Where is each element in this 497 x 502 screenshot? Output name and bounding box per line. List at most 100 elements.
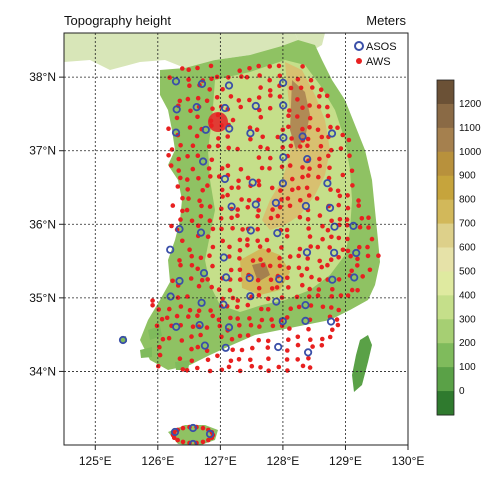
aws-station-marker <box>214 95 220 100</box>
colorbar-swatch <box>437 103 454 129</box>
aws-station-marker <box>185 96 191 102</box>
asos-station-marker <box>224 81 234 90</box>
aws-station-marker <box>286 285 291 290</box>
aws-station-marker <box>190 143 196 148</box>
asos-station-marker <box>328 275 337 284</box>
aws-station-marker <box>267 64 273 69</box>
aws-station-marker <box>204 325 210 330</box>
aws-station-marker <box>177 356 183 362</box>
aws-station-marker <box>295 334 301 340</box>
aws-station-marker <box>156 307 161 312</box>
aws-station-marker <box>185 177 190 182</box>
aws-station-marker <box>300 64 305 69</box>
aws-station-marker <box>206 166 212 171</box>
aws-station-marker <box>267 166 272 171</box>
asos-station-marker <box>248 178 257 187</box>
aws-station-marker <box>195 344 201 350</box>
aws-station-marker <box>335 322 341 328</box>
aws-station-marker <box>369 236 375 242</box>
aws-station-marker <box>260 262 266 268</box>
aws-station-marker <box>305 217 311 222</box>
aws-station-marker <box>317 94 322 99</box>
asos-station-marker <box>301 300 310 310</box>
aws-station-marker <box>325 104 330 110</box>
aws-station-marker <box>320 223 325 229</box>
colorbar-label: 0 <box>459 386 465 397</box>
aws-station-marker <box>159 316 165 322</box>
units-label: Meters <box>366 13 406 28</box>
aws-station-marker <box>359 216 365 221</box>
aws-station-marker <box>345 248 351 254</box>
colorbar-swatch <box>437 271 454 296</box>
aws-station-marker <box>307 286 313 292</box>
aws-station-marker <box>308 244 314 249</box>
aws-station-marker <box>219 187 225 193</box>
aws-station-marker <box>329 147 334 153</box>
aws-station-marker <box>257 324 262 329</box>
aws-station-marker <box>237 277 243 282</box>
aws-station-marker <box>307 125 312 130</box>
aws-station-marker <box>300 174 305 180</box>
aws-station-marker <box>300 363 306 369</box>
aws-station-marker <box>285 348 290 353</box>
aws-station-marker <box>296 304 302 310</box>
aws-station-marker <box>316 287 322 292</box>
asos-station-marker <box>329 248 339 257</box>
aws-station-marker <box>150 298 155 303</box>
aws-station-marker <box>230 347 235 353</box>
aws-station-marker <box>255 213 260 219</box>
aws-station-marker <box>289 136 294 141</box>
asos-station-marker <box>195 320 204 330</box>
aws-station-marker <box>180 66 185 71</box>
aws-station-marker <box>317 163 323 169</box>
aws-station-marker <box>269 317 274 322</box>
aws-station-marker <box>166 153 171 158</box>
aws-station-marker <box>357 244 362 250</box>
aws-station-marker <box>227 287 233 293</box>
aws-station-marker <box>277 255 282 261</box>
aws-station-marker <box>286 113 291 118</box>
aws-station-marker <box>194 133 200 139</box>
asos-station-marker <box>199 268 209 278</box>
asos-station-marker <box>199 157 208 166</box>
aws-station-marker <box>157 344 162 350</box>
aws-station-marker <box>306 226 311 231</box>
aws-station-marker <box>327 245 333 250</box>
aws-station-marker <box>336 307 342 313</box>
aws-station-marker <box>319 343 325 348</box>
aws-station-marker <box>164 315 170 321</box>
asos-station-marker <box>273 229 282 238</box>
asos-station-marker <box>327 129 337 138</box>
aws-station-marker <box>295 114 300 119</box>
aws-station-marker <box>355 288 360 293</box>
aws-station-marker <box>174 115 180 121</box>
aws-station-marker <box>256 178 261 184</box>
asos-station-marker <box>205 429 215 439</box>
aws-station-marker <box>196 176 201 181</box>
aws-station-marker <box>366 215 371 220</box>
asos-station-marker <box>350 273 359 282</box>
aws-station-marker <box>279 164 285 170</box>
aws-station-marker <box>236 178 241 184</box>
aws-station-marker <box>195 153 201 158</box>
asos-station-marker <box>172 105 181 114</box>
aws-station-marker <box>284 234 290 239</box>
asos-station-marker <box>118 335 128 345</box>
aws-station-marker <box>335 188 341 194</box>
aws-station-marker <box>310 344 315 349</box>
aws-station-marker <box>210 313 215 319</box>
aws-station-marker <box>269 286 275 291</box>
aws-station-marker <box>195 95 201 101</box>
aws-station-marker <box>308 77 314 83</box>
aws-station-marker <box>206 144 212 149</box>
aws-station-marker <box>264 237 270 243</box>
aws-station-marker <box>295 357 301 362</box>
aws-station-marker <box>200 439 206 445</box>
aws-station-marker <box>210 106 215 111</box>
aws-station-marker <box>277 263 283 269</box>
aws-station-marker <box>365 244 370 250</box>
lat-tick-label: 36°N <box>29 217 56 231</box>
aws-station-marker <box>270 207 275 212</box>
aws-station-marker <box>187 307 193 313</box>
asos-station-marker <box>301 201 310 211</box>
